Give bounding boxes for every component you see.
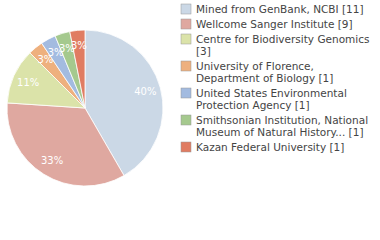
legend-label-line: Protection Agency [1] (196, 99, 310, 111)
legend-item: Kazan Federal University [1] (181, 141, 344, 153)
data-label: 11% (17, 77, 39, 88)
legend-label-line: Department of Biology [1] (196, 72, 333, 84)
legend-item: United States EnvironmentalProtection Ag… (181, 87, 347, 111)
legend-swatch (181, 142, 191, 152)
legend-label-line: Wellcome Sanger Institute [9] (196, 18, 353, 30)
legend-swatch (181, 88, 191, 98)
legend-swatch (181, 34, 191, 44)
legend-swatch (181, 19, 191, 29)
data-label: 33% (41, 155, 63, 166)
legend-label-line: Mined from GenBank, NCBI [11] (196, 3, 364, 15)
legend-item: Smithsonian Institution, NationalMuseum … (181, 114, 368, 138)
legend-label-line: Centre for Biodiversity Genomics (196, 33, 369, 45)
legend-label: Mined from GenBank, NCBI [11] (196, 3, 364, 15)
data-label: 3% (71, 40, 87, 51)
legend-label-line: United States Environmental (196, 87, 347, 99)
legend-item: Centre for Biodiversity Genomics[3] (181, 33, 369, 57)
legend-label: Wellcome Sanger Institute [9] (196, 18, 353, 30)
legend-swatch (181, 4, 191, 14)
legend-item: Wellcome Sanger Institute [9] (181, 18, 353, 30)
legend-label-line: [3] (196, 45, 211, 57)
legend-label: Centre for Biodiversity Genomics[3] (196, 33, 369, 57)
legend-item: Mined from GenBank, NCBI [11] (181, 3, 364, 15)
legend-label-line: Museum of Natural History... [1] (196, 126, 363, 138)
legend-label-line: Smithsonian Institution, National (196, 114, 368, 126)
legend-label: Smithsonian Institution, NationalMuseum … (196, 114, 368, 138)
legend-label: Kazan Federal University [1] (196, 141, 344, 153)
legend-swatch (181, 115, 191, 125)
legend-item: University of Florence,Department of Bio… (181, 60, 333, 84)
legend-swatch (181, 61, 191, 71)
legend-label: University of Florence,Department of Bio… (196, 60, 333, 84)
legend-label: United States EnvironmentalProtection Ag… (196, 87, 347, 111)
pie-slice (7, 103, 124, 186)
data-label: 40% (134, 86, 156, 97)
pie: 40%33%11%3%3%3%3% (7, 30, 163, 186)
legend-label-line: University of Florence, (196, 60, 314, 72)
legend-label-line: Kazan Federal University [1] (196, 141, 344, 153)
legend: Mined from GenBank, NCBI [11] Wellcome Sa… (181, 3, 369, 153)
